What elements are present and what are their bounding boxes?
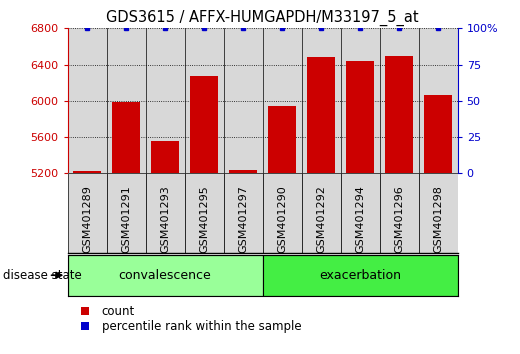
Bar <box>346 61 374 173</box>
Bar <box>151 141 179 173</box>
Bar <box>419 173 458 253</box>
Bar <box>68 255 263 296</box>
Text: disease state: disease state <box>3 269 81 282</box>
Bar <box>424 96 452 173</box>
Bar <box>146 28 185 173</box>
Text: GSM401296: GSM401296 <box>394 185 404 253</box>
Bar <box>380 28 419 173</box>
Bar <box>268 106 296 173</box>
Bar <box>419 28 458 173</box>
Bar <box>341 28 380 173</box>
Text: GSM401297: GSM401297 <box>238 185 248 253</box>
Bar <box>263 173 302 253</box>
Bar <box>380 173 419 253</box>
Bar <box>190 76 218 173</box>
Bar <box>68 173 107 253</box>
Bar <box>302 28 341 173</box>
Text: GSM401291: GSM401291 <box>121 185 131 253</box>
Bar <box>302 173 341 253</box>
Text: exacerbation: exacerbation <box>319 269 401 282</box>
Legend: count, percentile rank within the sample: count, percentile rank within the sample <box>73 305 302 333</box>
Bar <box>112 102 140 173</box>
Bar <box>263 28 302 173</box>
Bar <box>224 173 263 253</box>
Bar <box>107 28 146 173</box>
Text: GSM401289: GSM401289 <box>82 185 92 253</box>
Bar <box>73 171 101 173</box>
Bar <box>224 28 263 173</box>
Text: GSM401298: GSM401298 <box>433 185 443 253</box>
Bar <box>307 57 335 173</box>
Text: GSM401294: GSM401294 <box>355 185 365 253</box>
Bar <box>185 28 224 173</box>
Text: GSM401292: GSM401292 <box>316 185 326 253</box>
Bar <box>263 255 458 296</box>
Bar <box>107 173 146 253</box>
Text: GSM401295: GSM401295 <box>199 185 209 253</box>
Bar <box>229 170 257 173</box>
Title: GDS3615 / AFFX-HUMGAPDH/M33197_5_at: GDS3615 / AFFX-HUMGAPDH/M33197_5_at <box>106 9 419 25</box>
Bar <box>146 173 185 253</box>
Bar <box>68 28 107 173</box>
Text: convalescence: convalescence <box>119 269 212 282</box>
Bar <box>341 173 380 253</box>
Text: GSM401290: GSM401290 <box>277 185 287 253</box>
Bar <box>385 56 413 173</box>
Bar <box>185 173 224 253</box>
Text: GSM401293: GSM401293 <box>160 185 170 253</box>
